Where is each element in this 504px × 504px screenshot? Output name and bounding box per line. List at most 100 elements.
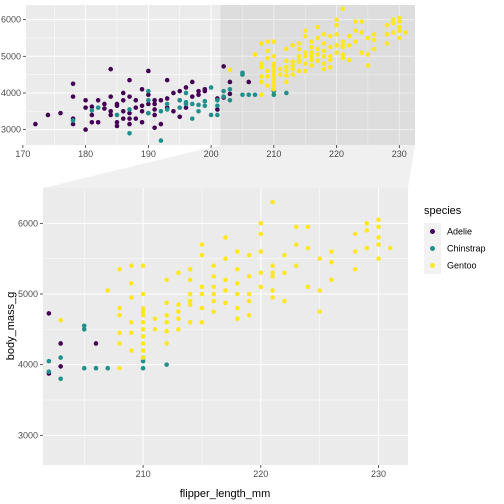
zoom-point-gentoo	[270, 199, 275, 205]
zoom-point-gentoo	[364, 228, 370, 233]
overview-point-gentoo	[258, 41, 264, 46]
overview-point-gentoo	[309, 54, 314, 59]
overview-x-tick-label: 170	[15, 149, 30, 159]
overview-point-gentoo	[258, 61, 264, 66]
overview-point-adelie	[70, 81, 76, 87]
zoom-point-gentoo	[211, 291, 217, 297]
zoom-point-gentoo	[140, 291, 146, 297]
zoom-point-gentoo	[199, 284, 205, 290]
zoom-point-gentoo	[187, 298, 193, 304]
overview-point-chinstrap	[177, 97, 183, 103]
overview-x-tick-label: 180	[78, 149, 93, 159]
zoom-point-gentoo	[176, 270, 181, 276]
overview-point-gentoo	[290, 43, 295, 48]
overview-point-chinstrap	[208, 85, 214, 90]
zoom-x-tick-label: 210	[136, 469, 151, 479]
overview-point-adelie	[127, 94, 132, 99]
overview-point-chinstrap	[208, 112, 214, 118]
overview-point-gentoo	[258, 65, 264, 70]
overview-point-gentoo	[302, 54, 308, 59]
zoom-point-gentoo	[223, 277, 228, 283]
overview-x-tick-label: 200	[204, 149, 219, 159]
zoom-point-gentoo	[352, 266, 358, 272]
zoom-point-gentoo	[246, 291, 252, 297]
zoom-point-gentoo	[223, 300, 228, 306]
overview-point-adelie	[95, 97, 101, 103]
overview-point-chinstrap	[196, 102, 201, 108]
zoom-point-gentoo	[176, 309, 181, 314]
overview-point-adelie	[70, 94, 76, 99]
zoom-point-gentoo	[211, 274, 217, 279]
overview-point-adelie	[152, 97, 157, 103]
zoom-point-adelie	[58, 341, 63, 346]
overview-point-chinstrap	[70, 118, 76, 123]
zoom-point-gentoo	[152, 316, 158, 322]
legend: species Adelie Chinstrap Gentoo	[424, 205, 486, 274]
overview-point-adelie	[127, 110, 132, 116]
zoom-point-gentoo	[129, 295, 134, 300]
overview-point-gentoo	[321, 41, 327, 46]
overview-point-gentoo	[265, 83, 270, 88]
overview-point-adelie	[133, 116, 139, 121]
overview-point-adelie	[83, 105, 88, 110]
overview-point-gentoo	[340, 52, 346, 57]
zoom-point-gentoo	[187, 319, 193, 325]
overview-point-gentoo	[302, 33, 308, 39]
overview-x-tick-label: 210	[266, 149, 281, 159]
overview-point-gentoo	[371, 37, 377, 43]
overview-point-chinstrap	[284, 90, 289, 96]
zoom-point-gentoo	[199, 319, 205, 325]
zoom-point-chinstrap	[58, 376, 63, 382]
zoom-point-gentoo	[234, 249, 240, 254]
zoom-point-gentoo	[58, 317, 63, 323]
overview-point-gentoo	[277, 72, 283, 77]
zoom-point-chinstrap	[140, 365, 146, 371]
overview-point-chinstrap	[177, 105, 183, 110]
overview-point-gentoo	[346, 33, 352, 39]
overview-y-tick-label: 3000	[1, 125, 21, 135]
overview-point-gentoo	[309, 57, 314, 63]
overview-y-tick-label: 6000	[1, 15, 21, 25]
zoom-point-gentoo	[129, 263, 134, 269]
overview-point-gentoo	[271, 72, 277, 77]
zoom-point-gentoo	[117, 365, 122, 371]
overview-y-tick-label: 5000	[1, 51, 21, 61]
zoom-point-gentoo	[270, 274, 275, 279]
overview-point-gentoo	[296, 54, 302, 59]
overview-point-gentoo	[271, 79, 277, 85]
zoom-point-gentoo	[187, 277, 193, 283]
overview-point-adelie	[83, 97, 88, 103]
overview-y-tick-label: 4000	[1, 88, 21, 98]
overview-point-gentoo	[353, 28, 358, 33]
zoom-point-gentoo	[270, 295, 275, 300]
overview-point-gentoo	[227, 67, 233, 73]
zoom-point-gentoo	[282, 298, 287, 304]
zoom-point-gentoo	[211, 263, 217, 269]
zoom-point-gentoo	[140, 334, 146, 339]
overview-point-adelie	[127, 121, 132, 127]
overview-point-gentoo	[315, 46, 321, 52]
overview-point-chinstrap	[240, 70, 245, 76]
overview-point-adelie	[146, 92, 151, 98]
zoom-point-gentoo	[140, 312, 146, 318]
zoom-point-gentoo	[164, 341, 169, 346]
legend-swatch-gentoo	[430, 263, 435, 268]
overview-point-chinstrap	[271, 92, 277, 98]
overview-point-adelie	[139, 86, 145, 92]
overview-point-chinstrap	[227, 97, 233, 103]
zoom-point-gentoo	[140, 319, 146, 325]
zoom-y-tick-label: 4000	[18, 360, 38, 370]
overview-point-adelie	[120, 116, 126, 121]
overview-point-gentoo	[258, 74, 264, 79]
zoom-point-gentoo	[376, 256, 381, 261]
overview-point-adelie	[102, 106, 107, 111]
overview-point-adelie	[146, 68, 151, 74]
zoom-point-gentoo	[246, 312, 252, 318]
zoom-point-gentoo	[364, 245, 370, 251]
zoom-point-gentoo	[234, 266, 240, 272]
overview-point-gentoo	[321, 48, 327, 54]
overview-point-chinstrap	[127, 107, 132, 112]
zoom-point-gentoo	[352, 231, 358, 237]
zoom-point-gentoo	[293, 224, 299, 230]
zoom-point-chinstrap	[58, 355, 63, 360]
